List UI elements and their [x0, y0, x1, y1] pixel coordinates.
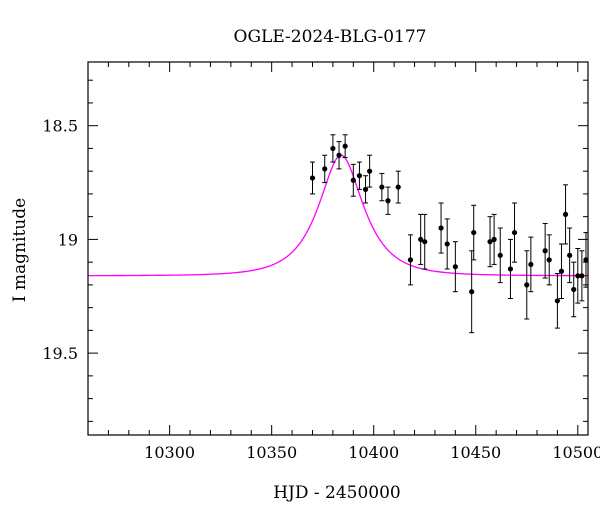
data-point	[422, 213, 428, 270]
data-point	[418, 213, 424, 265]
data-point-marker	[558, 268, 565, 274]
data-point-marker	[322, 166, 328, 172]
data-point-marker	[511, 229, 518, 236]
data-point	[452, 241, 458, 293]
data-point	[438, 202, 444, 254]
data-point-marker	[583, 257, 588, 263]
data-point	[558, 243, 565, 300]
x-tick-label: 10450	[450, 443, 501, 462]
data-point-marker	[407, 257, 414, 263]
data-point-marker	[385, 198, 391, 204]
data-point-marker	[367, 168, 373, 174]
data-point	[395, 170, 401, 204]
data-point	[542, 222, 548, 279]
data-point	[367, 154, 373, 188]
data-point	[322, 154, 328, 184]
data-point	[507, 238, 514, 300]
model-curve-layer	[88, 154, 588, 277]
x-tick-label: 10500	[552, 443, 600, 462]
data-point	[511, 202, 518, 263]
data-point	[524, 250, 530, 320]
data-point-marker	[497, 252, 503, 258]
data-point-marker	[471, 229, 477, 236]
data-point	[385, 186, 391, 215]
y-tick-label: 18.5	[42, 117, 78, 136]
data-point	[579, 250, 585, 302]
data-point-marker	[487, 239, 493, 245]
data-point	[497, 227, 503, 284]
data-point-marker	[575, 273, 581, 279]
data-points-layer	[309, 134, 588, 334]
data-point-marker	[567, 252, 573, 258]
data-point-marker	[422, 239, 428, 245]
data-point-marker	[438, 225, 444, 231]
data-point-marker	[395, 184, 401, 190]
x-tick-label: 10350	[246, 443, 297, 462]
y-axis-label: I magnitude	[10, 198, 30, 302]
data-point	[444, 218, 450, 270]
chart-title: OGLE-2024-BLG-0177	[234, 27, 427, 47]
data-point	[342, 134, 348, 159]
data-point-marker	[524, 282, 530, 288]
data-point	[567, 227, 573, 284]
data-point	[554, 273, 560, 329]
data-point-marker	[546, 257, 552, 263]
data-point-marker	[379, 184, 385, 190]
data-point	[471, 204, 477, 261]
data-point-marker	[309, 175, 316, 181]
data-point-marker	[528, 261, 534, 268]
data-point	[350, 163, 356, 197]
data-point-marker	[571, 286, 577, 293]
data-point	[487, 216, 493, 268]
data-point-marker	[507, 266, 514, 272]
x-tick-label: 10300	[144, 443, 195, 462]
data-point-marker	[491, 236, 497, 243]
data-point	[546, 234, 552, 286]
data-point-marker	[554, 298, 560, 304]
data-point	[562, 184, 569, 245]
data-point	[379, 172, 385, 202]
y-tick-label: 19	[58, 230, 78, 249]
data-point-marker	[362, 186, 369, 192]
data-point	[528, 236, 534, 293]
data-point	[309, 161, 316, 195]
data-point	[469, 250, 475, 334]
data-point	[330, 134, 336, 163]
data-point-marker	[444, 241, 450, 247]
tick-labels: 10300 10350 10400 10450 10500 18.5 19 19.5	[42, 117, 600, 462]
axis-ticks	[87, 62, 588, 435]
x-tick-label: 10400	[348, 443, 399, 462]
y-tick-label: 19.5	[42, 344, 78, 363]
data-point-marker	[336, 152, 342, 158]
data-point	[362, 175, 369, 204]
data-point	[336, 141, 342, 170]
data-point-marker	[342, 143, 348, 149]
plot-frame	[87, 61, 589, 436]
data-point	[571, 261, 577, 318]
data-point-marker	[579, 273, 585, 279]
data-point	[407, 234, 414, 286]
data-point-marker	[350, 177, 356, 183]
model-curve	[88, 154, 588, 277]
data-point	[356, 161, 363, 190]
data-point-marker	[562, 211, 569, 217]
data-point-marker	[542, 248, 548, 254]
data-point-marker	[330, 145, 336, 152]
data-point	[491, 213, 497, 265]
data-point-marker	[418, 236, 424, 243]
data-point-marker	[452, 264, 458, 270]
data-point	[575, 248, 581, 304]
data-point-marker	[469, 289, 475, 295]
x-axis-label: HJD - 2450000	[273, 483, 401, 503]
data-point-marker	[356, 173, 363, 179]
